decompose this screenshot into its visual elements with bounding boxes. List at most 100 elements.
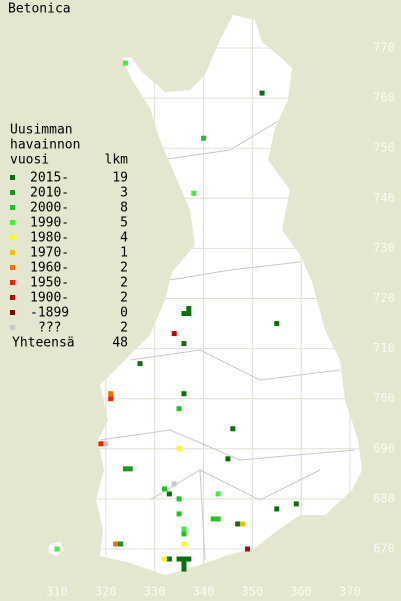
- region-border: [99, 429, 356, 461]
- observation: [181, 561, 187, 567]
- legend-label: 1990-: [30, 216, 69, 231]
- observation: [181, 531, 187, 537]
- observation: [181, 556, 187, 562]
- legend-heading: havainnon: [10, 138, 80, 153]
- observation: [108, 391, 114, 397]
- observation: [181, 391, 187, 397]
- y-tick-label: 680: [373, 491, 395, 505]
- observation: [161, 556, 167, 562]
- legend-label: 1950-: [30, 276, 69, 291]
- observation: [54, 546, 60, 552]
- legend-swatch: [10, 175, 15, 180]
- observation: [122, 60, 128, 66]
- legend-count: 19: [112, 171, 128, 186]
- observation: [137, 361, 143, 367]
- legend-label: 2010-: [30, 186, 69, 201]
- legend-count: 1: [120, 246, 128, 261]
- y-tick-label: 740: [373, 191, 395, 205]
- observation: [201, 135, 206, 141]
- observation: [191, 190, 197, 196]
- legend-total-label: Yhteensä: [12, 336, 75, 351]
- legend-count: 4: [120, 231, 128, 246]
- legend-swatch: [10, 280, 15, 285]
- legend-swatch: [10, 295, 15, 300]
- legend-count: 3: [120, 186, 128, 201]
- legend-swatch: [10, 205, 15, 210]
- observation: [108, 396, 114, 402]
- legend-label: 2015-: [30, 171, 69, 186]
- observation: [225, 456, 231, 462]
- observation: [186, 311, 192, 317]
- observation: [181, 341, 187, 347]
- legend-swatch: [10, 250, 15, 255]
- observation: [176, 511, 182, 517]
- legend-count: 0: [120, 306, 128, 321]
- y-tick-label: 700: [373, 391, 395, 405]
- observation: [240, 521, 246, 527]
- legend-count: 2: [120, 261, 128, 276]
- observation: [186, 306, 192, 312]
- region-border: [129, 349, 341, 381]
- legend-count: 8: [120, 201, 128, 216]
- legend-count: 2: [120, 321, 128, 336]
- y-tick-label: 720: [373, 291, 395, 305]
- legend-count: 2: [120, 291, 128, 306]
- observation: [127, 466, 133, 472]
- region-borders: [99, 119, 356, 561]
- observation: [171, 481, 177, 487]
- observation: [274, 506, 280, 512]
- observation: [215, 491, 221, 497]
- legend-label: 1900-: [30, 291, 69, 306]
- observation: [274, 321, 280, 327]
- observation: [230, 426, 236, 432]
- observation: [176, 406, 182, 412]
- y-tick-label: 670: [373, 542, 395, 556]
- observation: [181, 566, 187, 572]
- x-tick-label: 320: [95, 585, 117, 599]
- legend: Uusimman havainnon vuosi lkm 2015- 19 2010…: [10, 123, 128, 351]
- observation: [176, 556, 182, 562]
- observation: [181, 541, 187, 547]
- y-tick-label: 770: [373, 41, 395, 55]
- observation: [215, 516, 221, 522]
- observation: [171, 331, 177, 337]
- observation: [181, 311, 187, 317]
- land: [96, 15, 362, 575]
- legend-swatch: [10, 310, 15, 315]
- title: Betonica: [8, 2, 71, 17]
- legend-heading: Uusimman: [10, 123, 73, 138]
- observation: [166, 491, 172, 497]
- observation: [259, 90, 265, 96]
- legend-count-heading: lkm: [105, 153, 129, 168]
- legend-label: 1960-: [30, 261, 69, 276]
- legend-label: 1970-: [30, 246, 69, 261]
- legend-label: 1980-: [30, 231, 69, 246]
- observation: [244, 546, 250, 552]
- legend-swatch: [10, 220, 15, 225]
- region-border: [159, 119, 281, 161]
- observation: [186, 556, 192, 562]
- region-border: [199, 469, 206, 561]
- legend-label: -1899: [30, 306, 69, 321]
- legend-swatch: [10, 235, 15, 240]
- x-tick-label: 350: [241, 585, 263, 599]
- observation: [210, 516, 216, 522]
- y-tick-label: 760: [373, 91, 395, 105]
- x-tick-label: 330: [144, 585, 166, 599]
- x-tick-label: 360: [290, 585, 312, 599]
- legend-heading: vuosi: [10, 153, 49, 168]
- observation: [181, 526, 187, 532]
- region-border: [169, 261, 301, 281]
- legend-swatch: [10, 190, 15, 195]
- legend-count: 2: [120, 276, 128, 291]
- x-tick-label: 340: [193, 585, 215, 599]
- observation: [122, 466, 128, 472]
- y-tick-label: 750: [373, 141, 395, 155]
- y-tick-label: 730: [373, 241, 395, 255]
- legend-swatch: [10, 325, 15, 330]
- observation: [176, 496, 182, 502]
- legend-total: 48: [112, 336, 128, 351]
- legend-label: 2000-: [30, 201, 69, 216]
- observation: [113, 541, 119, 547]
